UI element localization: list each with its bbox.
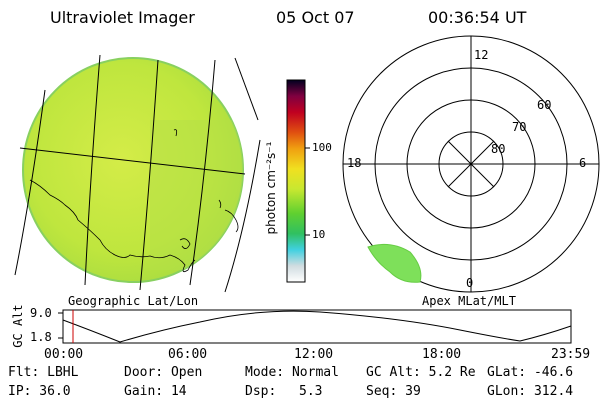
colorbar (286, 79, 306, 283)
altitude-ytick-low: 1.8 (30, 330, 52, 344)
time-label: 00:36:54 UT (428, 8, 527, 27)
latlon-grid (14, 54, 261, 293)
instrument-title: Ultraviolet Imager (50, 8, 195, 27)
altitude-xtick-1200: 12:00 (294, 347, 334, 362)
colorbar-label-100: 100 (312, 141, 332, 154)
apex-caption: Apex MLat/MLT (422, 294, 516, 308)
gain-info: Gain: 14 (124, 384, 187, 399)
altitude-ytick-high: 9.0 (30, 306, 52, 320)
filter-info: Flt: LBHL (8, 365, 79, 380)
aurora-patch (367, 243, 422, 283)
glon-info: GLon: 312.4 (487, 384, 574, 399)
glat-info: GLat: -46.6 (487, 365, 574, 380)
mlt-label-18: 18 (347, 156, 362, 170)
ip-info: IP: 36.0 (8, 384, 71, 399)
mlat-label-70: 70 (512, 120, 527, 134)
dsp-value: 5.3 (299, 384, 323, 399)
altitude-curve (62, 310, 572, 343)
mlat-label-60: 60 (537, 98, 552, 112)
coastline (29, 129, 239, 273)
altitude-xtick-2359: 23:59 (551, 347, 591, 362)
polar-plot (342, 35, 600, 293)
geographic-image (14, 54, 261, 293)
mode-info: Mode: Normal (245, 365, 339, 380)
altitude-xtick-1800: 18:00 (422, 347, 462, 362)
date-label: 05 Oct 07 (276, 8, 355, 27)
geographic-caption: Geographic Lat/Lon (68, 294, 199, 308)
mlt-label-12: 12 (474, 48, 489, 62)
mlt-label-0: 0 (466, 276, 474, 290)
altitude-xtick-0000: 00:00 (44, 347, 84, 362)
dayglow-texture (150, 120, 243, 270)
altitude-xtick-0600: 06:00 (168, 347, 208, 362)
colorbar-unit-label: photon cm⁻²s⁻¹ (264, 141, 278, 235)
seq-info: Seq: 39 (366, 384, 421, 399)
altitude-ylabel: GC Alt (11, 304, 25, 348)
altitude-plot (58, 309, 572, 344)
gc-alt-info: GC Alt: 5.2 Re (366, 365, 476, 380)
dsp-label: Dsp: (245, 384, 277, 399)
altitude-frame (62, 309, 572, 344)
colorbar-label-10: 10 (312, 228, 326, 241)
door-info: Door: Open (124, 365, 203, 380)
mlt-label-6: 6 (579, 156, 587, 170)
mlat-label-80: 80 (491, 142, 506, 156)
